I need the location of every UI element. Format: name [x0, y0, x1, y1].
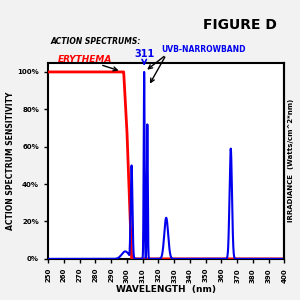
Text: 311: 311	[134, 49, 154, 59]
Y-axis label: ACTION SPECTRUM SENSITIVITY: ACTION SPECTRUM SENSITIVITY	[6, 92, 15, 230]
Text: FIGURE D: FIGURE D	[203, 18, 277, 32]
X-axis label: WAVELENGTH  (nm): WAVELENGTH (nm)	[116, 285, 216, 294]
Text: ACTION SPECTRUMS:: ACTION SPECTRUMS:	[50, 37, 141, 46]
Text: ERYTHEMA: ERYTHEMA	[58, 55, 112, 64]
Text: UVB-NARROWBAND: UVB-NARROWBAND	[161, 45, 246, 54]
Y-axis label: IRRADIANCE  (Watts/cm^2*nm): IRRADIANCE (Watts/cm^2*nm)	[288, 99, 294, 222]
